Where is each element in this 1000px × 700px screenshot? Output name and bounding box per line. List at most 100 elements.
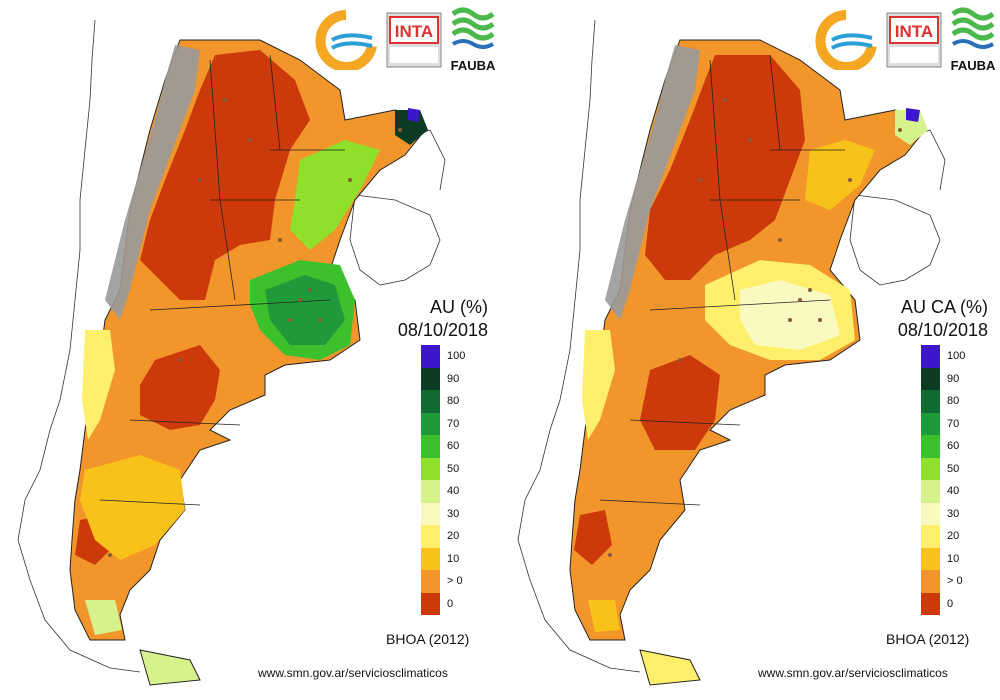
url-label: www.smn.gov.ar/serviciosclimaticos: [758, 666, 948, 680]
legend-swatch: [421, 435, 440, 458]
smn-logo: [315, 10, 377, 70]
map-title-date: 08/10/2018: [897, 320, 988, 340]
legend-label: 60: [947, 440, 960, 452]
legend-swatch: [421, 390, 440, 413]
legend-label: 80: [947, 395, 960, 407]
neighbour-country-outline: [17, 19, 141, 673]
legend-swatch: [921, 547, 940, 570]
fauba-logo: FAUBA: [948, 6, 998, 76]
au-map-panel: INTA FAUBA AU (%) 08/10/2018 100 90 80 70 60…: [17, 6, 498, 686]
logos-group: INTA FAUBA: [808, 6, 998, 76]
legend-swatch: [421, 592, 440, 615]
legend-swatch: [921, 412, 940, 435]
very-humid-pampas-zone: [265, 275, 345, 345]
legend-swatch: [421, 412, 440, 435]
legend-label: 20: [447, 530, 460, 542]
andes-mountains: [605, 45, 700, 320]
legend-label: 0: [947, 597, 954, 610]
legend-label: 70: [947, 417, 960, 430]
legend-label: 60: [447, 440, 460, 452]
legend-swatch: [921, 367, 940, 390]
misiones-humid-zone: [395, 110, 428, 145]
legend-label: 30: [947, 507, 960, 520]
very-dry-central-zone: [140, 345, 220, 430]
legend-label: 100: [447, 350, 466, 362]
source-label: BHOA (2012): [386, 631, 470, 647]
logos-group: INTA FAUBA: [308, 6, 498, 76]
very-dry-north-zone: [140, 50, 310, 300]
transition-zone-andes: [82, 330, 115, 440]
misiones-saturated-zone: [408, 108, 420, 122]
station-points: [108, 98, 402, 557]
legend-label: > 0: [447, 575, 463, 587]
littoral-low-zone: [805, 140, 875, 210]
legend-swatch: [921, 502, 940, 525]
south-tip-zone: [85, 600, 122, 635]
legend-label: 10: [447, 552, 460, 565]
tierra-del-fuego: [639, 649, 701, 686]
uruguay-outline: [349, 194, 441, 286]
legend-label: 80: [447, 395, 460, 407]
svg-text:INTA: INTA: [395, 22, 433, 41]
inta-logo: INTA: [886, 12, 942, 68]
au-map: [17, 19, 446, 686]
legend-swatch: [921, 345, 940, 368]
legend-label: 50: [947, 462, 960, 475]
legend-swatch: [421, 547, 440, 570]
uruguay-outline: [849, 194, 941, 286]
legend-swatch: [921, 390, 940, 413]
legend-label: 0: [447, 597, 454, 610]
svg-text:FAUBA: FAUBA: [451, 58, 496, 73]
legend-swatch: [921, 435, 940, 458]
legend-swatch: [921, 480, 940, 503]
au-ca-map: [517, 19, 946, 686]
legend-label: 90: [947, 372, 960, 385]
legend-swatch: [421, 502, 440, 525]
legend-swatch: [921, 570, 940, 593]
very-dry-central-zone: [640, 355, 720, 450]
map-title-date: 08/10/2018: [397, 320, 488, 340]
legend-swatch: [421, 457, 440, 480]
map-title: AU (%) 08/10/2018: [388, 296, 488, 342]
legend-swatch: [421, 367, 440, 390]
legend-label: 40: [447, 485, 460, 497]
legend-label: 30: [447, 507, 460, 520]
andes-mountains: [105, 45, 200, 320]
legend-label: > 0: [947, 575, 963, 587]
pampas-mid-zone: [740, 280, 840, 350]
url-label: www.smn.gov.ar/serviciosclimaticos: [258, 666, 448, 680]
legend-swatch: [921, 457, 940, 480]
legend-swatch: [921, 525, 940, 548]
svg-text:FAUBA: FAUBA: [951, 58, 996, 73]
station-points: [608, 98, 902, 557]
south-tip-zone: [588, 600, 620, 632]
map-title-variable: AU (%): [430, 297, 488, 317]
humid-littoral-zone: [290, 140, 380, 250]
svg-text:INTA: INTA: [895, 22, 933, 41]
transition-zone-south: [80, 455, 185, 560]
transition-zone-andes: [582, 330, 615, 440]
legend-label: 90: [447, 372, 460, 385]
map-title: AU CA (%) 08/10/2018: [868, 296, 988, 342]
legend-swatch: [421, 345, 440, 368]
legend-swatch: [921, 592, 940, 615]
tierra-del-fuego: [139, 649, 201, 686]
map-title-variable: AU CA (%): [900, 297, 988, 317]
very-dry-north-zone: [645, 55, 805, 280]
legend-swatch: [421, 525, 440, 548]
legend-label: 40: [947, 485, 960, 497]
source-label: BHOA (2012): [886, 631, 970, 647]
neighbour-country-outline: [517, 19, 641, 673]
smn-logo: [815, 10, 877, 70]
misiones-zone: [895, 110, 928, 145]
inta-logo: INTA: [386, 12, 442, 68]
au-ca-map-panel: INTA FAUBA AU CA (%) 08/10/2018 100 90 80 7…: [500, 0, 1000, 700]
legend-label: 20: [947, 530, 960, 542]
legend-swatch: [421, 570, 440, 593]
very-dry-patagonia-zone: [574, 510, 612, 565]
misiones-saturated-zone: [906, 108, 920, 122]
legend-label: 50: [447, 462, 460, 475]
legend-label: 10: [947, 552, 960, 565]
fauba-logo: FAUBA: [448, 6, 498, 76]
legend-swatch: [421, 480, 440, 503]
